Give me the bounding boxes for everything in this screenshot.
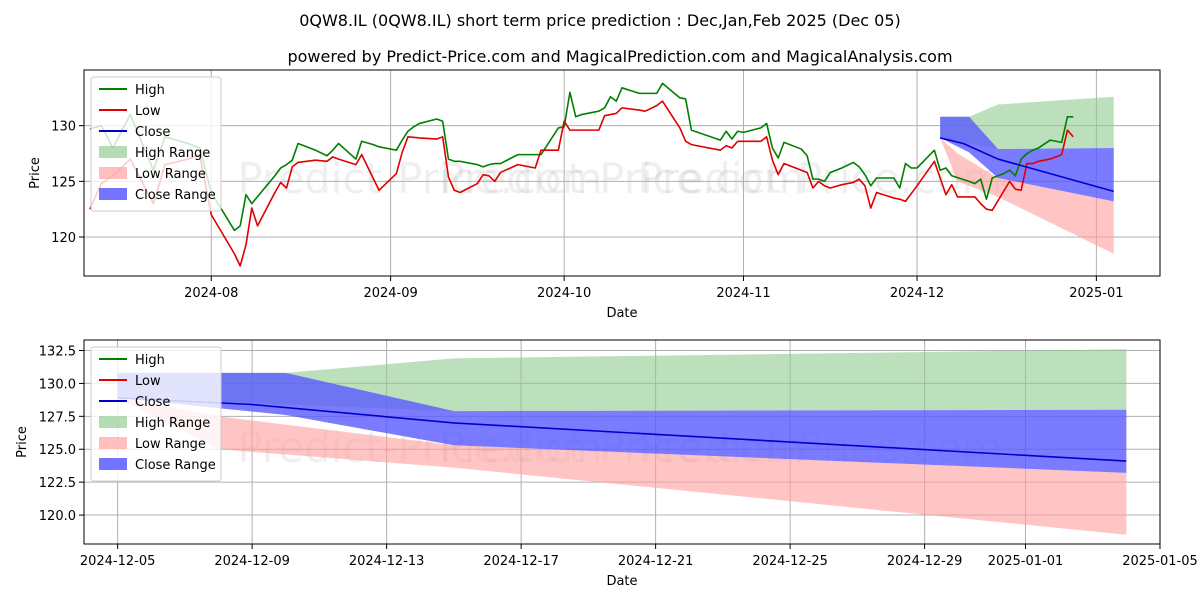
x-tick-label: 2024-11 bbox=[716, 286, 770, 301]
y-axis-label: Price bbox=[15, 426, 30, 458]
x-tick-label: 2024-12-25 bbox=[752, 554, 828, 569]
legend-swatch-high-range bbox=[99, 416, 127, 428]
legend-label: High Range bbox=[135, 146, 210, 161]
x-axis-label: Date bbox=[606, 574, 637, 589]
x-tick-label: 2024-12-17 bbox=[483, 554, 559, 569]
x-tick-label: 2024-10 bbox=[537, 286, 591, 301]
watermark: Predict-Price.com bbox=[637, 154, 1002, 203]
y-tick-label: 132.5 bbox=[39, 345, 76, 360]
legend-label: High bbox=[135, 83, 165, 98]
x-tick-label: 2024-12-09 bbox=[214, 554, 290, 569]
x-tick-label: 2024-09 bbox=[363, 286, 417, 301]
plot-frame bbox=[83, 69, 1161, 277]
watermark: Predict-Price.com bbox=[237, 154, 602, 203]
legend-label: High Range bbox=[135, 416, 210, 431]
x-tick-label: 2024-12-21 bbox=[618, 554, 694, 569]
y-axis-label: Price bbox=[28, 157, 43, 189]
y-tick-label: 125.0 bbox=[39, 443, 76, 458]
legend-label: Close Range bbox=[135, 458, 216, 473]
legend-swatch-high-range bbox=[99, 146, 127, 158]
x-tick-label: 2024-12-29 bbox=[887, 554, 963, 569]
chart-subtitle: powered by Predict-Price.com and Magical… bbox=[287, 47, 952, 66]
legend-swatch-close-range bbox=[99, 458, 127, 470]
bottom-chart-panel: Predict-Price.comPredict-Price.comPredic… bbox=[15, 339, 1198, 589]
series-line-low bbox=[89, 100, 1074, 267]
legend-swatch-close-range bbox=[99, 188, 127, 200]
y-tick-label: 120 bbox=[51, 231, 76, 246]
x-tick-label: 2025-01-05 bbox=[1122, 554, 1198, 569]
y-tick-label: 122.5 bbox=[39, 476, 76, 491]
series-line-high bbox=[89, 82, 1074, 232]
series-line-close bbox=[939, 137, 1114, 193]
x-axis-label: Date bbox=[606, 306, 637, 321]
range-band-close-range bbox=[117, 372, 1127, 473]
x-tick-label: 2024-08 bbox=[184, 286, 238, 301]
legend-label: Close bbox=[135, 395, 170, 410]
legend-label: Low bbox=[135, 104, 161, 119]
x-tick-label: 2025-01-01 bbox=[988, 554, 1064, 569]
range-band-low-range bbox=[117, 397, 1127, 535]
legend-label: High bbox=[135, 353, 165, 368]
legend-label: Close Range bbox=[135, 188, 216, 203]
x-tick-label: 2024-12-05 bbox=[80, 554, 156, 569]
legend-label: Low bbox=[135, 374, 161, 389]
plot-frame bbox=[83, 339, 1161, 545]
legend-swatch-low-range bbox=[99, 437, 127, 449]
x-tick-label: 2025-01 bbox=[1069, 286, 1123, 301]
y-tick-label: 127.5 bbox=[39, 410, 76, 425]
x-tick-label: 2024-12 bbox=[890, 286, 944, 301]
y-tick-label: 130.0 bbox=[39, 377, 76, 392]
range-band-low-range bbox=[940, 137, 1114, 254]
y-tick-label: 125 bbox=[51, 175, 76, 190]
legend-swatch-low-range bbox=[99, 167, 127, 179]
y-tick-label: 130 bbox=[51, 120, 76, 135]
range-band-close-range bbox=[940, 116, 1114, 202]
x-tick-label: 2024-12-13 bbox=[349, 554, 425, 569]
y-tick-label: 120.0 bbox=[39, 509, 76, 524]
legend-label: Low Range bbox=[135, 437, 206, 452]
legend-label: Low Range bbox=[135, 167, 206, 182]
legend-label: Close bbox=[135, 125, 170, 140]
chart-title: 0QW8.IL (0QW8.IL) short term price predi… bbox=[299, 11, 901, 30]
